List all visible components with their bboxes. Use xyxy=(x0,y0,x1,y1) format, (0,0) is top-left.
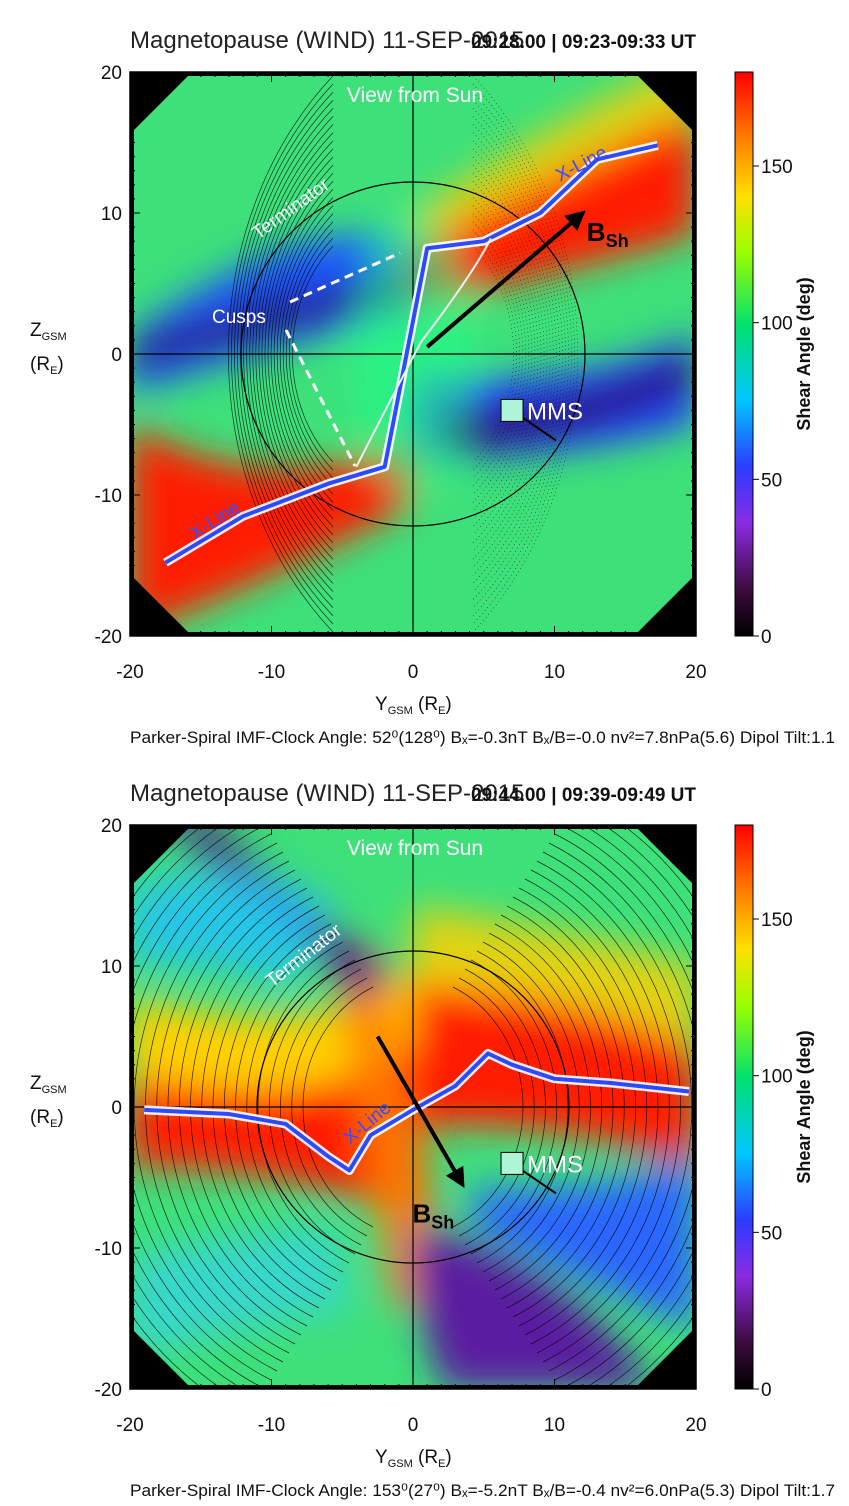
field-line xyxy=(134,829,260,1385)
field-line xyxy=(134,833,272,1381)
x-tick-label: -10 xyxy=(258,1415,285,1436)
x-tick-label: 20 xyxy=(685,1415,706,1436)
minor-ticks xyxy=(129,71,697,637)
colorbar-tick-label: 150 xyxy=(761,157,793,178)
y-tick-label: 10 xyxy=(101,957,122,978)
x-tick-label: -20 xyxy=(116,662,143,683)
x-tick-label: 10 xyxy=(544,662,565,683)
time-label: 09:28.00 | 09:23-09:33 UT xyxy=(471,32,696,53)
parameter-footer: Parker-Spiral IMF-Clock Angle: 52⁰(128⁰)… xyxy=(130,728,835,747)
y-tick-label: -10 xyxy=(95,1239,122,1260)
shear-panel-bottom: -20 -10 0 10 20 20 10 0 -10 -20 YGSM (RE) ZGSM (RE) M… xyxy=(0,753,849,1506)
parameter-footer: Parker-Spiral IMF-Clock Angle: 153⁰(27⁰)… xyxy=(130,1481,835,1500)
separator-line xyxy=(420,237,492,343)
field-line xyxy=(472,245,514,463)
mms-label: MMS xyxy=(527,1151,583,1178)
x-tick-label: 0 xyxy=(408,1415,419,1436)
y-tick-label: 0 xyxy=(111,1098,122,1119)
time-label: 09:44.00 | 09:39-09:49 UT xyxy=(471,785,696,806)
field-line xyxy=(548,842,692,1372)
colorbar-label: Shear Angle (deg) xyxy=(794,1030,814,1183)
field-line xyxy=(134,842,278,1372)
colorbar xyxy=(734,824,754,1390)
x-tick-label: 20 xyxy=(685,662,706,683)
colorbar-tick-label: 0 xyxy=(761,627,772,648)
chart-title: Magnetopause (WIND) 11-SEP-2015 xyxy=(130,27,524,54)
y-tick-label: -20 xyxy=(95,1380,122,1401)
x-tick-label: -20 xyxy=(116,1415,143,1436)
mms-marker xyxy=(500,1151,524,1175)
y-tick-label: 0 xyxy=(111,345,122,366)
y-axis-unit: (RE) xyxy=(30,354,64,377)
chart-title: Magnetopause (WIND) 11-SEP-2015 xyxy=(130,780,524,807)
y-tick-label: 20 xyxy=(101,816,122,837)
y-axis-label: ZGSM xyxy=(30,320,67,343)
field-line xyxy=(578,829,692,1385)
field-line xyxy=(572,829,692,1385)
field-line xyxy=(134,829,254,1385)
field-line xyxy=(566,829,692,1385)
colorbar-tick-label: 100 xyxy=(761,314,793,335)
cusp-pointer xyxy=(289,251,401,304)
x-tick-label: 10 xyxy=(544,1415,565,1436)
field-line xyxy=(560,829,692,1385)
y-tick-label: 10 xyxy=(101,204,122,225)
field-line xyxy=(472,156,548,552)
cusp-pointer xyxy=(284,329,357,467)
field-line xyxy=(472,140,554,568)
colorbar-tick-label: 50 xyxy=(761,1223,782,1244)
y-tick-label: -20 xyxy=(95,627,122,648)
view-label: View from Sun xyxy=(347,837,483,860)
bsh-arrow xyxy=(425,210,586,349)
x-axis-label: YGSM (RE) xyxy=(375,1447,452,1470)
separator-line xyxy=(355,341,422,468)
minor-ticks xyxy=(129,824,697,1390)
shear-panel-top: -20 -10 0 10 20 20 10 0 -10 -20 YGSM (RE) ZGSM (RE) M… xyxy=(30,27,835,747)
x-axis-label: YGSM (RE) xyxy=(375,694,452,717)
field-line xyxy=(472,132,557,576)
field-line xyxy=(472,213,527,495)
x-tick-label: 0 xyxy=(408,662,419,683)
colorbar-tick-label: 100 xyxy=(761,1067,793,1088)
field-line xyxy=(134,829,266,1385)
colorbar-tick-label: 50 xyxy=(761,470,782,491)
field-line xyxy=(554,833,692,1381)
mms-marker xyxy=(500,398,524,422)
x-tick-label: -10 xyxy=(258,662,285,683)
y-tick-label: 20 xyxy=(101,63,122,84)
y-axis-unit: (RE) xyxy=(30,1107,64,1130)
colorbar xyxy=(734,71,754,637)
cusps-label: Cusps xyxy=(212,307,266,328)
mms-label: MMS xyxy=(527,398,583,425)
colorbar-label: Shear Angle (deg) xyxy=(794,277,814,430)
field-line xyxy=(472,205,530,503)
x-line xyxy=(144,1051,690,1173)
x-line xyxy=(164,143,659,565)
bsh-arrow xyxy=(375,1035,465,1189)
view-label: View from Sun xyxy=(347,84,483,107)
colorbar-tick-label: 150 xyxy=(761,910,793,931)
colorbar-tick-label: 0 xyxy=(761,1380,772,1401)
y-tick-label: -10 xyxy=(95,486,122,507)
y-axis-label: ZGSM xyxy=(30,1073,67,1096)
field-line xyxy=(134,829,248,1385)
